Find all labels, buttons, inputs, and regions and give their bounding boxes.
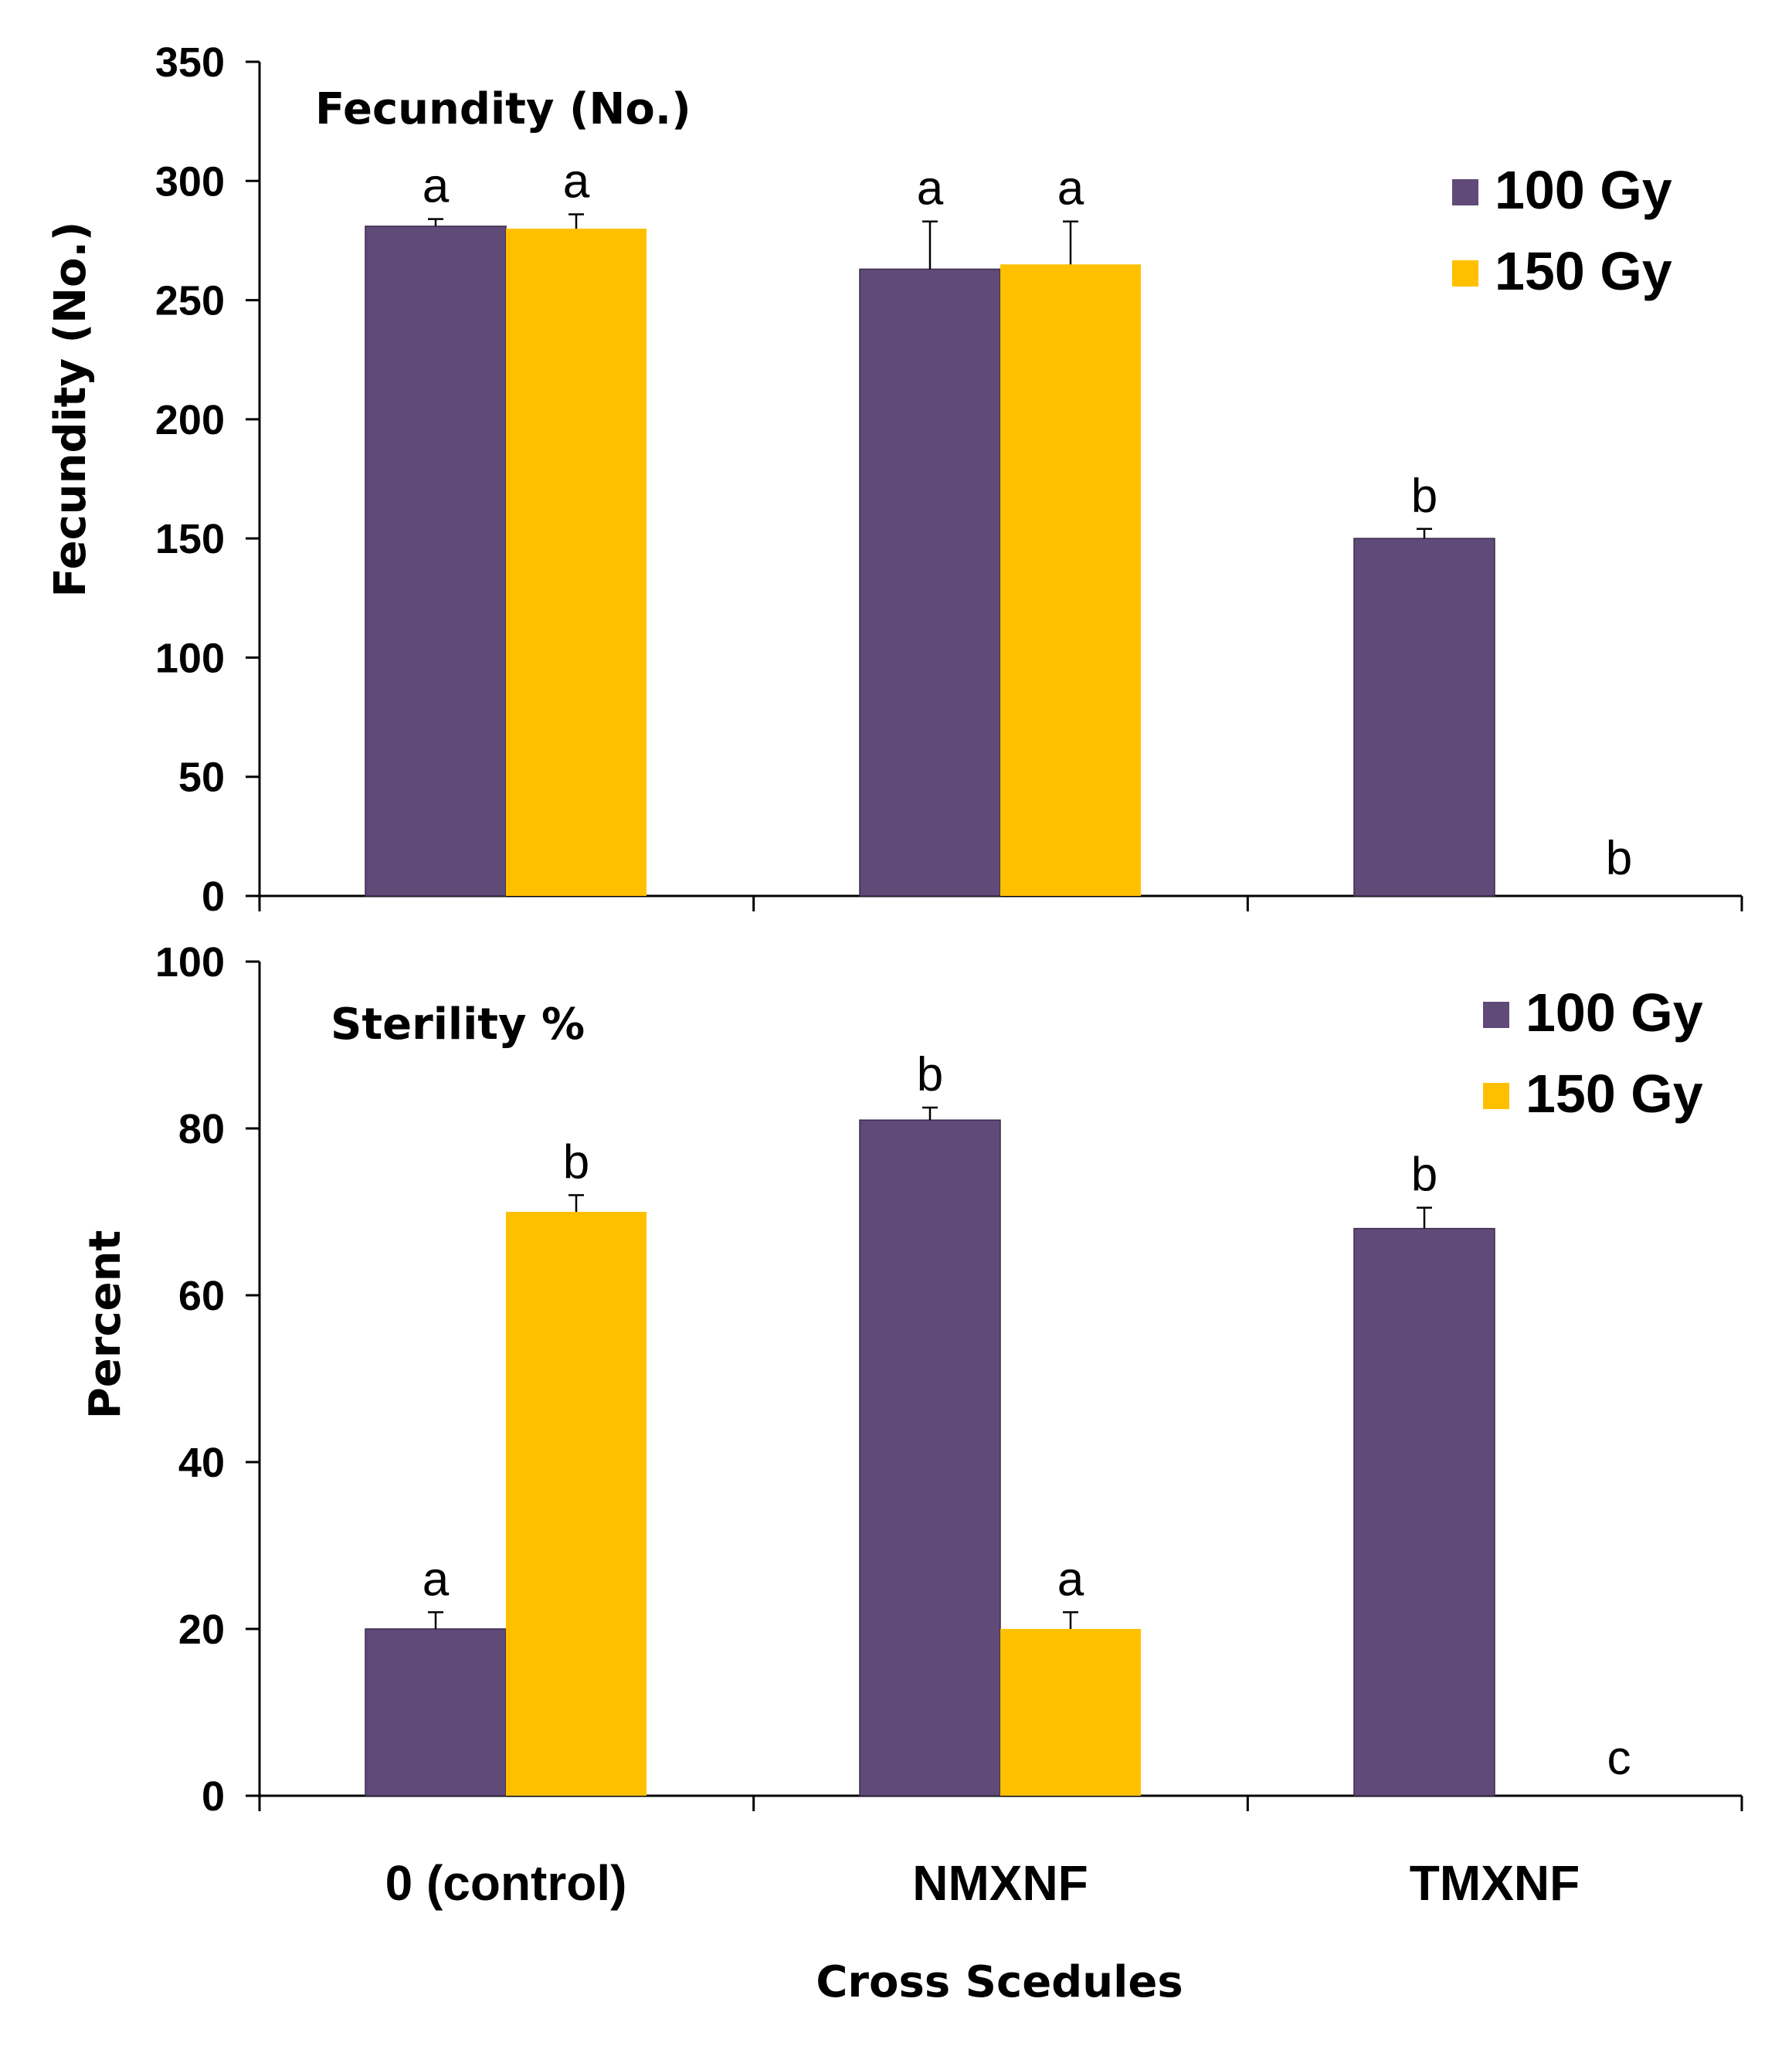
y-tick-label: 100 <box>155 939 225 986</box>
bar-100-gy-2 <box>1353 1227 1495 1797</box>
y-tick-label: 20 <box>178 1607 225 1653</box>
bar-150-gy-0 <box>506 229 647 896</box>
panel-title: Sterility % <box>331 999 585 1050</box>
y-tick-label: 0 <box>202 874 225 920</box>
y-tick-label: 60 <box>178 1273 225 1319</box>
y-tick-label: 200 <box>155 397 225 443</box>
x-category-label: NMXNF <box>912 1855 1088 1911</box>
y-tick-label: 0 <box>202 1773 225 1820</box>
significance-label: a <box>423 1552 450 1606</box>
significance-label: c <box>1607 1732 1631 1785</box>
significance-label: a <box>1057 162 1084 215</box>
bar-150-gy-0 <box>506 1212 647 1796</box>
bar-150-gy-1 <box>1000 264 1141 896</box>
bar-100-gy-1 <box>859 1119 1001 1797</box>
bar-100-gy-0 <box>365 1628 507 1797</box>
legend-label: 150 Gy <box>1495 241 1672 301</box>
legend-swatch <box>1483 1002 1509 1028</box>
fecundity-panel: 0 50 100 150 200 250 300 350 a a b a a b Fecundity (No… <box>46 39 1743 920</box>
significance-label: b <box>917 1048 943 1101</box>
x-category-label: 0 (control) <box>385 1855 627 1911</box>
x-axis-title: Cross Scedules <box>816 1957 1183 2007</box>
y-tick-label: 350 <box>155 39 225 86</box>
significance-label: a <box>563 154 590 208</box>
legend-label: 100 Gy <box>1495 160 1672 220</box>
significance-label: a <box>1057 1552 1084 1606</box>
legend-label: 100 Gy <box>1526 982 1703 1043</box>
y-axis-title: Percent <box>80 1230 131 1419</box>
panel-title: Fecundity (No.) <box>315 84 691 134</box>
legend-swatch <box>1452 179 1478 205</box>
y-tick-label: 250 <box>155 278 225 324</box>
y-tick-label: 150 <box>155 516 225 562</box>
y-axis-title: Fecundity (No.) <box>46 222 96 598</box>
significance-label: b <box>1411 1149 1437 1202</box>
y-tick-label: 80 <box>178 1106 225 1152</box>
y-tick-label: 300 <box>155 158 225 205</box>
significance-label: a <box>917 162 944 215</box>
significance-label: b <box>563 1135 589 1189</box>
y-tick-label: 100 <box>155 635 225 681</box>
bar-100-gy-1 <box>859 268 1001 897</box>
sterility-panel: 0 20 40 60 80 100 a b b b a c Sterility % Percent 100 … <box>80 939 1743 1911</box>
bar-100-gy-0 <box>365 226 507 897</box>
significance-label: a <box>423 160 450 213</box>
legend-swatch <box>1483 1083 1509 1109</box>
x-category-label: TMXNF <box>1410 1855 1580 1911</box>
significance-label: b <box>1411 470 1437 523</box>
y-tick-label: 50 <box>178 755 225 801</box>
bar-150-gy-1 <box>1000 1629 1141 1796</box>
significance-label: b <box>1606 832 1632 885</box>
legend-swatch <box>1452 260 1478 287</box>
bar-100-gy-2 <box>1353 538 1495 897</box>
legend-label: 150 Gy <box>1526 1064 1703 1124</box>
y-tick-label: 40 <box>178 1440 225 1486</box>
